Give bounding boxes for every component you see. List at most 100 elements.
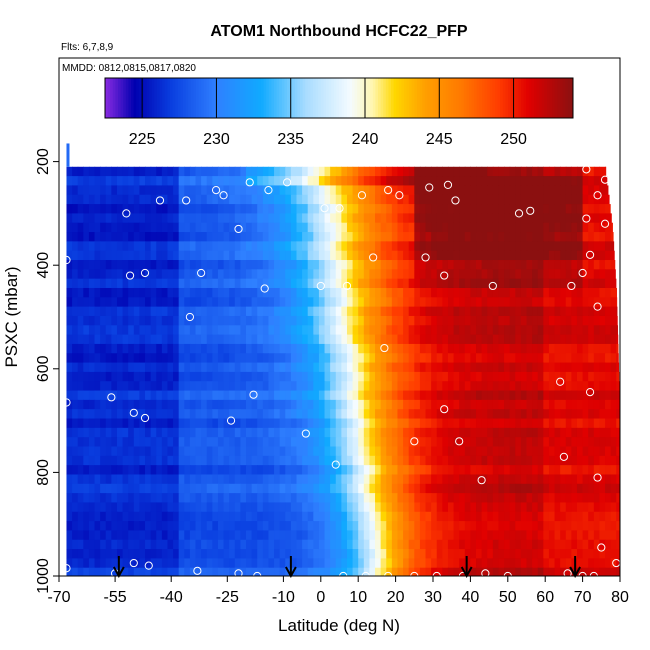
field-cell [425, 455, 432, 466]
field-cell [476, 334, 483, 345]
field-cell [431, 483, 438, 494]
field-cell [352, 297, 359, 308]
field-cell [88, 343, 96, 354]
x-tick-label: -25 [216, 589, 239, 606]
field-cell [100, 530, 107, 541]
field-cell [565, 465, 572, 476]
field-cell [83, 222, 90, 233]
field-cell [543, 334, 550, 345]
field-cell [116, 558, 124, 569]
field-cell [543, 213, 550, 224]
field-cell [167, 362, 174, 373]
field-cell [330, 185, 337, 196]
field-cell [296, 176, 303, 187]
colorbar-segment [346, 78, 350, 118]
field-cell [369, 390, 376, 401]
field-cell [274, 502, 281, 513]
sample-point [62, 398, 71, 407]
field-cell [369, 558, 376, 569]
field-cell [543, 390, 550, 401]
field-cell [616, 465, 620, 476]
field-cell [274, 250, 281, 261]
field-cell [543, 493, 550, 504]
field-cell [560, 278, 567, 289]
field-cell [565, 194, 572, 205]
field-cell [605, 371, 612, 382]
colorbar-tick-label: 240 [352, 131, 379, 148]
field-cell [414, 278, 421, 289]
colorbar-segment [341, 78, 345, 118]
field-cell [526, 222, 533, 233]
field-cell [257, 250, 264, 261]
field-cell [476, 353, 483, 364]
colorbar-segment [497, 78, 501, 118]
colorbar-segment [430, 78, 434, 118]
field-cell [150, 493, 157, 504]
field-cell [116, 269, 124, 280]
field-cell [605, 558, 612, 569]
colorbar-segment [297, 78, 301, 118]
sample-point [384, 571, 393, 576]
field-cell [442, 176, 449, 187]
field-cell [307, 241, 314, 252]
field-cell [285, 241, 292, 252]
field-cell [212, 483, 219, 494]
field-cell [279, 371, 286, 382]
field-cell [229, 241, 236, 252]
field-cell [565, 381, 572, 392]
field-cell [66, 315, 73, 326]
field-cell [246, 269, 253, 280]
field-cell [212, 381, 219, 392]
field-cell [520, 493, 528, 504]
field-cell [66, 269, 73, 280]
colorbar-segment [398, 78, 402, 118]
field-cell [150, 465, 157, 476]
field-cell [223, 362, 230, 373]
field-cell [593, 381, 601, 392]
field-cell [173, 325, 180, 336]
field-cell [285, 446, 292, 457]
x-tick-label: -70 [47, 589, 70, 606]
field-cell [122, 493, 129, 504]
field-cell [206, 539, 213, 550]
field-cell [156, 176, 163, 187]
field-cell [341, 521, 348, 532]
field-cell [476, 306, 483, 317]
field-cell [576, 297, 584, 308]
field-cell [212, 260, 219, 270]
field-cell [408, 530, 415, 541]
y-tick-label: 800 [35, 459, 52, 486]
field-cell [161, 381, 169, 392]
field-cell [548, 521, 556, 532]
field-cell [234, 567, 241, 576]
field-cell [206, 474, 213, 485]
field-cell [436, 334, 443, 345]
field-cell [476, 222, 483, 233]
field-cell [257, 278, 264, 289]
field-cell [425, 390, 432, 401]
field-cell [133, 549, 141, 559]
field-cell [504, 241, 511, 252]
field-cell [380, 306, 387, 317]
field-cell [576, 539, 584, 550]
field-cell [330, 483, 337, 494]
field-cell [605, 362, 612, 373]
field-cell [173, 297, 180, 308]
field-cell [139, 297, 146, 308]
field-cell [229, 362, 236, 373]
field-cell [560, 250, 567, 261]
field-cell [173, 418, 180, 429]
field-cell [257, 222, 264, 233]
colorbar-segment [227, 78, 231, 118]
field-cell [498, 222, 505, 233]
field-cell [408, 362, 415, 373]
field-cell [285, 278, 292, 289]
field-cell [77, 558, 84, 569]
field-cell [111, 176, 118, 187]
field-cell [246, 567, 253, 576]
field-cell [599, 287, 606, 298]
field-cell [358, 437, 365, 448]
field-cell [459, 493, 466, 504]
field-cell [447, 446, 455, 457]
field-cell [369, 353, 376, 364]
